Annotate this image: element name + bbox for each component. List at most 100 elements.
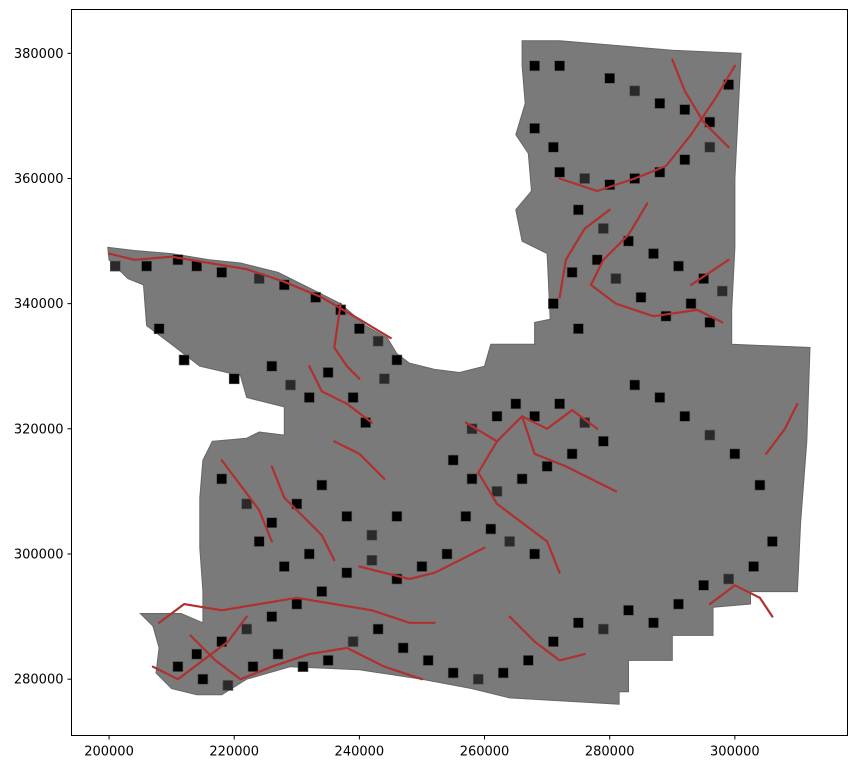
selected-block [241,623,252,635]
selected-block [247,661,259,672]
selected-block [216,267,227,278]
selected-block [397,642,409,654]
selected-block [685,298,697,309]
selected-block [767,536,778,547]
selected-block [573,323,584,335]
road-line [558,208,611,299]
road-line [589,202,724,324]
selected-block [291,598,303,610]
selected-block [366,554,378,566]
selected-block [153,323,165,335]
selected-block [704,141,716,153]
selected-block [660,310,672,322]
selected-block [573,617,584,629]
selected-block [372,623,384,635]
road-line [689,258,730,286]
road-line [477,440,561,574]
selected-block [178,354,190,366]
selected-block [566,267,578,278]
road-line [520,415,618,493]
selected-block [141,260,152,272]
selected-block [341,511,353,522]
selected-block [197,673,209,685]
selected-block [391,573,403,585]
selected-block [654,166,666,178]
selected-block [222,680,234,691]
selected-block [716,285,728,297]
selected-block [228,373,240,385]
selected-block [466,473,478,485]
x-tick-label: 240000 [335,745,385,760]
selected-block [172,254,184,266]
selected-block [372,335,384,347]
y-tick-label: 380000 [14,47,64,62]
selected-block [748,561,759,572]
selected-block [554,166,565,178]
selected-block [241,498,252,510]
selected-block [316,586,328,597]
road-line [358,546,486,581]
selected-block [379,373,390,385]
selected-block [529,123,540,134]
road-line [764,402,799,455]
road-line [508,615,586,662]
selected-block [366,529,378,541]
selected-block [491,410,503,422]
selected-block [673,598,684,610]
selected-block [723,573,734,585]
road-line [220,459,273,543]
x-tick-label: 300000 [710,745,760,760]
selected-block [529,410,540,422]
road-line [558,64,737,193]
selected-block [604,73,616,84]
x-axis: 200000 220000 240000 260000 280000 300000 [84,735,760,760]
selected-block [573,204,584,216]
selected-block [272,648,284,660]
selected-block [522,655,534,666]
selected-block [648,248,659,259]
selected-block [566,448,578,460]
selected-block [354,323,365,335]
selected-block [172,661,184,672]
selected-block [554,60,565,72]
selected-block [548,141,559,153]
road-line [333,440,386,480]
selected-block [422,655,434,666]
selected-block [548,298,559,309]
selected-block [673,260,684,272]
road-line [333,302,361,380]
selected-block [598,435,609,447]
selected-block [554,398,565,410]
selected-block [579,173,591,184]
x-tick-label: 220000 [209,745,259,760]
roads-layer [107,58,799,681]
selected-block [679,154,691,165]
selected-block [447,454,459,466]
selected-block [347,636,359,647]
road-line [270,465,336,562]
selected-block [253,536,265,547]
selected-block [704,317,716,328]
selected-block [460,511,472,522]
selected-block [504,536,515,547]
selected-block [648,617,659,629]
selected-block [491,486,503,497]
axes-frame [71,9,848,736]
road-line [308,365,373,424]
road-line [708,584,774,618]
selected-block [516,473,528,485]
selected-block [629,379,641,391]
selected-block [303,392,315,403]
selected-block [416,561,428,572]
road-line [189,634,424,681]
selected-blocks-layer [110,60,778,691]
region-polygon [107,40,811,705]
selected-block [322,367,334,378]
selected-block [679,104,691,115]
selected-block [497,667,509,679]
y-tick-label: 340000 [14,297,64,312]
selected-block [322,655,334,666]
road-line [671,58,730,149]
selected-block [729,448,741,460]
